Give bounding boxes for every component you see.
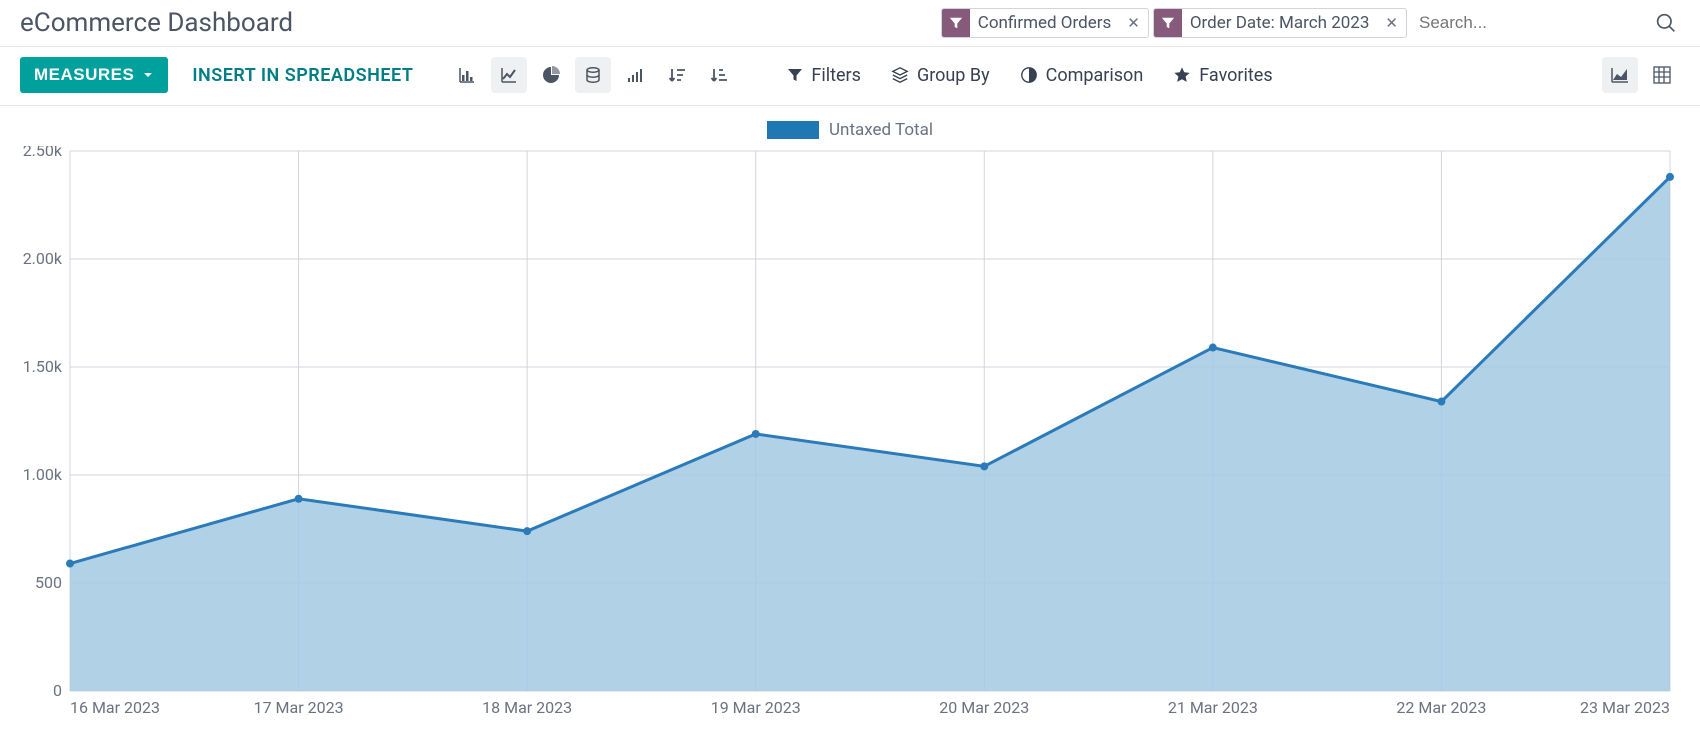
filters-label: Filters [811, 65, 861, 86]
insert-spreadsheet-button[interactable]: INSERT IN SPREADSHEET [192, 65, 413, 86]
search-area: Confirmed Orders ✕ Order Date: March 202… [941, 8, 1680, 38]
measures-button[interactable]: MEASURES [20, 57, 168, 93]
svg-text:22 Mar 2023: 22 Mar 2023 [1396, 698, 1486, 717]
svg-text:19 Mar 2023: 19 Mar 2023 [711, 698, 801, 717]
svg-text:23 Mar 2023: 23 Mar 2023 [1580, 698, 1670, 717]
svg-text:2.50k: 2.50k [23, 146, 63, 160]
view-switch [1602, 57, 1680, 93]
graph-view-icon[interactable] [1602, 57, 1638, 93]
area-chart: 0 500 1.00k 1.50k 2.00k 2.50k 16 Mar 2023 17 Ma… [10, 146, 1690, 724]
search-input[interactable] [1411, 9, 1648, 37]
favorites-label: Favorites [1199, 65, 1272, 86]
bar-chart-icon[interactable] [449, 57, 485, 93]
filter-icon [1154, 9, 1182, 37]
search-icon[interactable] [1652, 13, 1680, 33]
svg-text:0: 0 [53, 681, 62, 700]
filter-icon [942, 9, 970, 37]
stacked-icon[interactable] [575, 57, 611, 93]
svg-text:17 Mar 2023: 17 Mar 2023 [254, 698, 344, 717]
toolbar-filters: Filters Group By Comparison Favorites [787, 65, 1272, 86]
page-title: eCommerce Dashboard [20, 8, 293, 38]
filter-pill-order-date[interactable]: Order Date: March 2023 ✕ [1153, 8, 1407, 38]
measures-label: MEASURES [34, 65, 134, 85]
group-by-label: Group By [917, 65, 990, 86]
close-icon[interactable]: ✕ [1119, 14, 1148, 32]
contrast-icon [1020, 66, 1038, 84]
group-by-dropdown[interactable]: Group By [891, 65, 990, 86]
favorites-dropdown[interactable]: Favorites [1173, 65, 1272, 86]
pie-chart-icon[interactable] [533, 57, 569, 93]
svg-text:1.50k: 1.50k [23, 357, 63, 376]
sort-asc-icon[interactable] [701, 57, 737, 93]
legend-swatch [767, 121, 819, 139]
chart-type-group [449, 57, 737, 93]
svg-text:21 Mar 2023: 21 Mar 2023 [1168, 698, 1258, 717]
funnel-icon [787, 67, 803, 83]
filter-pill-label: Confirmed Orders [970, 13, 1120, 33]
filters-dropdown[interactable]: Filters [787, 65, 861, 86]
toolbar: MEASURES INSERT IN SPREADSHEET Filters [0, 47, 1700, 106]
star-icon [1173, 66, 1191, 84]
comparison-dropdown[interactable]: Comparison [1020, 65, 1144, 86]
sort-desc-icon[interactable] [659, 57, 695, 93]
comparison-label: Comparison [1046, 65, 1144, 86]
svg-text:2.00k: 2.00k [23, 249, 63, 268]
filter-pill-confirmed-orders[interactable]: Confirmed Orders ✕ [941, 8, 1149, 38]
svg-text:16 Mar 2023: 16 Mar 2023 [70, 698, 160, 717]
legend-label: Untaxed Total [829, 120, 933, 140]
chart-legend: Untaxed Total [0, 106, 1700, 146]
svg-text:20 Mar 2023: 20 Mar 2023 [939, 698, 1029, 717]
sort-asc-bars-icon[interactable] [617, 57, 653, 93]
caret-down-icon [142, 69, 154, 81]
svg-text:500: 500 [35, 573, 62, 592]
svg-text:18 Mar 2023: 18 Mar 2023 [482, 698, 572, 717]
layers-icon [891, 66, 909, 84]
close-icon[interactable]: ✕ [1377, 14, 1406, 32]
line-chart-icon[interactable] [491, 57, 527, 93]
chart-container: 0 500 1.00k 1.50k 2.00k 2.50k 16 Mar 2023 17 Ma… [0, 146, 1700, 734]
filter-pill-label: Order Date: March 2023 [1182, 13, 1378, 33]
header-bar: eCommerce Dashboard Confirmed Orders ✕ O… [0, 0, 1700, 47]
svg-text:1.00k: 1.00k [23, 465, 63, 484]
pivot-view-icon[interactable] [1644, 57, 1680, 93]
